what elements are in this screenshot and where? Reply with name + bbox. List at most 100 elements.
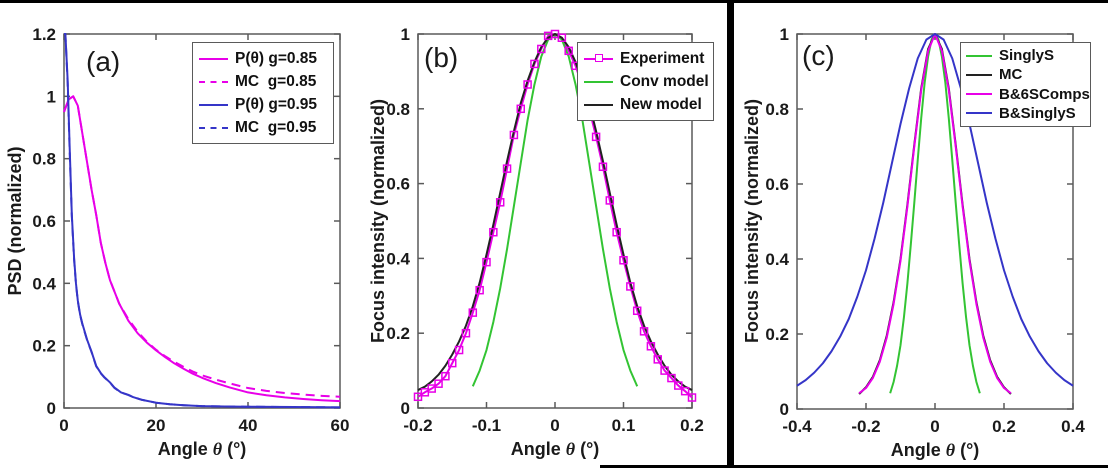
panel-c-label: (c)	[802, 40, 835, 71]
legend-row: Conv model	[584, 73, 709, 91]
legend-row: Experiment	[584, 50, 707, 68]
legend-row: P(θ) g=0.85	[199, 50, 327, 68]
y-tick-label: 1.2	[32, 25, 56, 44]
legend-label: P(θ) g=0.95	[235, 95, 318, 113]
data-point-marker	[612, 227, 621, 237]
legend-label: New model	[620, 95, 702, 113]
data-point-marker	[523, 80, 532, 89]
y-tick-label: 0.2	[765, 325, 789, 344]
data-point-marker	[434, 379, 443, 388]
legend-row: B&SinglyS	[966, 105, 1085, 122]
y-tick-label: 0.8	[765, 100, 789, 119]
y-tick-label: 0.4	[765, 250, 789, 269]
y-tick-label: 0.8	[32, 150, 56, 169]
data-point-marker	[441, 371, 450, 381]
y-tick-label: 0.8	[386, 100, 410, 119]
x-tick-label: -0.2	[851, 417, 880, 436]
data-point-marker	[674, 381, 683, 390]
legend-line-sample	[199, 126, 228, 129]
legend-line-sample	[584, 54, 613, 63]
y-tick-label: 0	[401, 399, 410, 418]
legend-line-sample	[199, 57, 228, 60]
panel-b-xlabel: Angle θ (°)	[511, 440, 600, 458]
legend-label: MC	[999, 66, 1023, 84]
legend-row: MC g=0.95	[199, 119, 327, 137]
x-tick-label: 0.2	[680, 416, 704, 435]
data-point-marker	[639, 327, 649, 336]
panel-c-xlabel: Angle θ (°)	[891, 441, 980, 459]
x-tick-label: -0.4	[782, 417, 812, 436]
legend-line-sample	[966, 73, 992, 76]
legend-label: MC g=0.95	[235, 118, 317, 136]
legend-label: B&SinglyS	[999, 104, 1076, 122]
panel-a-label: (a)	[86, 46, 121, 77]
data-point-marker	[468, 308, 478, 317]
y-tick-label: 0	[780, 400, 789, 419]
legend-line-sample	[199, 80, 228, 83]
data-point-marker	[557, 33, 567, 42]
square-marker-icon	[594, 54, 603, 63]
panel-a-xlabel: Angle θ (°)	[158, 440, 247, 458]
panel-a-legend: P(θ) g=0.85 MC g=0.85 P(θ) g=0.95 MC g=0…	[192, 42, 334, 144]
series-mc-g-0-95	[64, 33, 341, 409]
x-tick-label: 0	[930, 417, 939, 436]
data-point-marker	[482, 257, 491, 267]
x-tick-label: 40	[239, 416, 258, 435]
y-tick-label: 0.4	[32, 274, 56, 293]
y-tick-label: 0.6	[386, 175, 410, 194]
data-point-marker	[502, 164, 512, 173]
data-point-marker	[489, 227, 498, 237]
data-point-marker	[653, 355, 662, 364]
data-point-marker	[448, 358, 457, 368]
y-tick-label: 1	[780, 25, 789, 44]
panel-c-ylabel: Focus intensity (normalized)	[742, 98, 762, 344]
data-point-marker	[591, 132, 601, 142]
legend-label: B&6SComps	[999, 85, 1090, 103]
panel-b-legend: Experiment Conv model New model	[577, 42, 714, 121]
x-tick-label: 20	[147, 416, 166, 435]
data-point-marker	[537, 44, 546, 54]
x-tick-label: -0.2	[403, 416, 432, 435]
y-tick-label: 1	[47, 87, 56, 106]
data-point-marker	[680, 386, 690, 396]
xlabel-text: Angle	[890, 440, 946, 460]
xlabel-unit: (°)	[222, 439, 247, 459]
legend-row: B&6SComps	[966, 86, 1090, 103]
data-point-marker	[646, 342, 656, 351]
xlabel-text: Angle	[510, 439, 566, 459]
data-point-marker	[495, 198, 505, 207]
y-tick-label: 0.4	[386, 249, 410, 268]
data-point-marker	[660, 366, 669, 375]
data-point-marker	[509, 130, 519, 140]
data-point-marker	[626, 282, 635, 291]
y-tick-label: 1	[401, 25, 410, 44]
x-tick-label: 0	[550, 416, 559, 435]
data-point-marker	[427, 384, 436, 393]
theta-symbol: θ	[565, 439, 576, 459]
data-point-marker	[413, 392, 423, 402]
legend-line-sample	[966, 112, 992, 115]
series-mc-g-0-85	[63, 95, 341, 398]
figure-top-border	[0, 0, 1108, 3]
y-tick-label: 0	[47, 399, 56, 418]
panel-b-label: (b)	[424, 42, 459, 73]
data-point-marker	[619, 256, 628, 265]
legend-label: Experiment	[620, 49, 705, 67]
data-point-marker	[516, 104, 525, 114]
panel-a-ylabel: PSD (normalized)	[5, 146, 25, 296]
legend-row: MC g=0.85	[199, 73, 327, 91]
theta-symbol: θ	[945, 440, 956, 460]
x-tick-label: 0.2	[992, 417, 1016, 436]
x-tick-label: 0.1	[612, 416, 636, 435]
legend-line-sample	[199, 103, 228, 106]
data-point-marker	[475, 285, 484, 295]
y-tick-label: 0.2	[32, 337, 56, 356]
panel-divider	[727, 0, 734, 466]
legend-label: SinglyS	[999, 47, 1055, 64]
theta-symbol: θ	[212, 439, 223, 459]
xlabel-text: Angle	[157, 439, 213, 459]
legend-row: MC	[966, 66, 1085, 83]
xlabel-unit: (°)	[575, 439, 600, 459]
legend-row: SinglyS	[966, 47, 1085, 64]
